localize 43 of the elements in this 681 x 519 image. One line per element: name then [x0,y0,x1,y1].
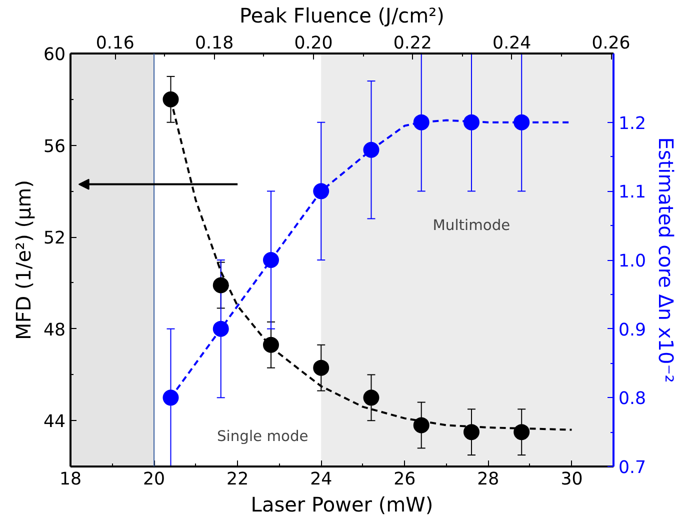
annotation: Multimode [432,217,510,234]
point [162,390,179,406]
x-tick-label: 28 [477,470,500,490]
point [363,390,380,406]
y2-axis-title: Estimated core Δn x10⁻² [654,137,678,383]
point [413,417,430,434]
x2-tick-label: 0.18 [195,34,234,54]
x-tick-label: 20 [143,470,166,490]
x-tick-label: 26 [394,470,416,490]
point [313,183,330,200]
y-tick-label: 60 [43,45,66,65]
point [262,336,279,353]
x-tick-label: 30 [560,470,583,490]
x-tick-label: 22 [226,470,249,490]
x2-tick-label: 0.20 [294,34,333,54]
point [212,320,229,337]
point [313,360,330,376]
x2-tick-label: 0.22 [393,34,432,54]
y-tick-label: 52 [43,228,66,249]
point [162,91,179,108]
x2-tick-label: 0.24 [492,34,532,54]
point [262,252,279,268]
y2-tick-label: 0.8 [618,389,646,410]
y2-tick-label: 1.2 [618,114,646,134]
x2-tick-label: 0.16 [96,34,134,54]
x-tick-label: 24 [310,470,332,490]
y2-tick-label: 0.7 [618,458,646,478]
point [514,424,530,440]
y2-tick-label: 1.0 [618,252,646,272]
x2-tick-label: 0.26 [592,34,630,54]
y-axis-title: MFD (1/e²) (μm) [11,180,36,340]
x2-axis-title: Peak Fluence (J/cm²) [240,4,444,28]
x-axis-title: Laser Power (mW) [250,492,434,516]
x-tick-label: 18 [59,470,82,490]
y2-tick-label: 1.1 [618,182,646,203]
annotation: Single mode [217,428,308,446]
y-tick-label: 48 [43,320,66,340]
point [212,277,229,294]
point [363,142,380,158]
y2-tick-label: 0.9 [618,320,646,340]
y-tick-label: 44 [43,412,66,432]
y-tick-label: 56 [43,136,66,157]
point [463,424,480,440]
